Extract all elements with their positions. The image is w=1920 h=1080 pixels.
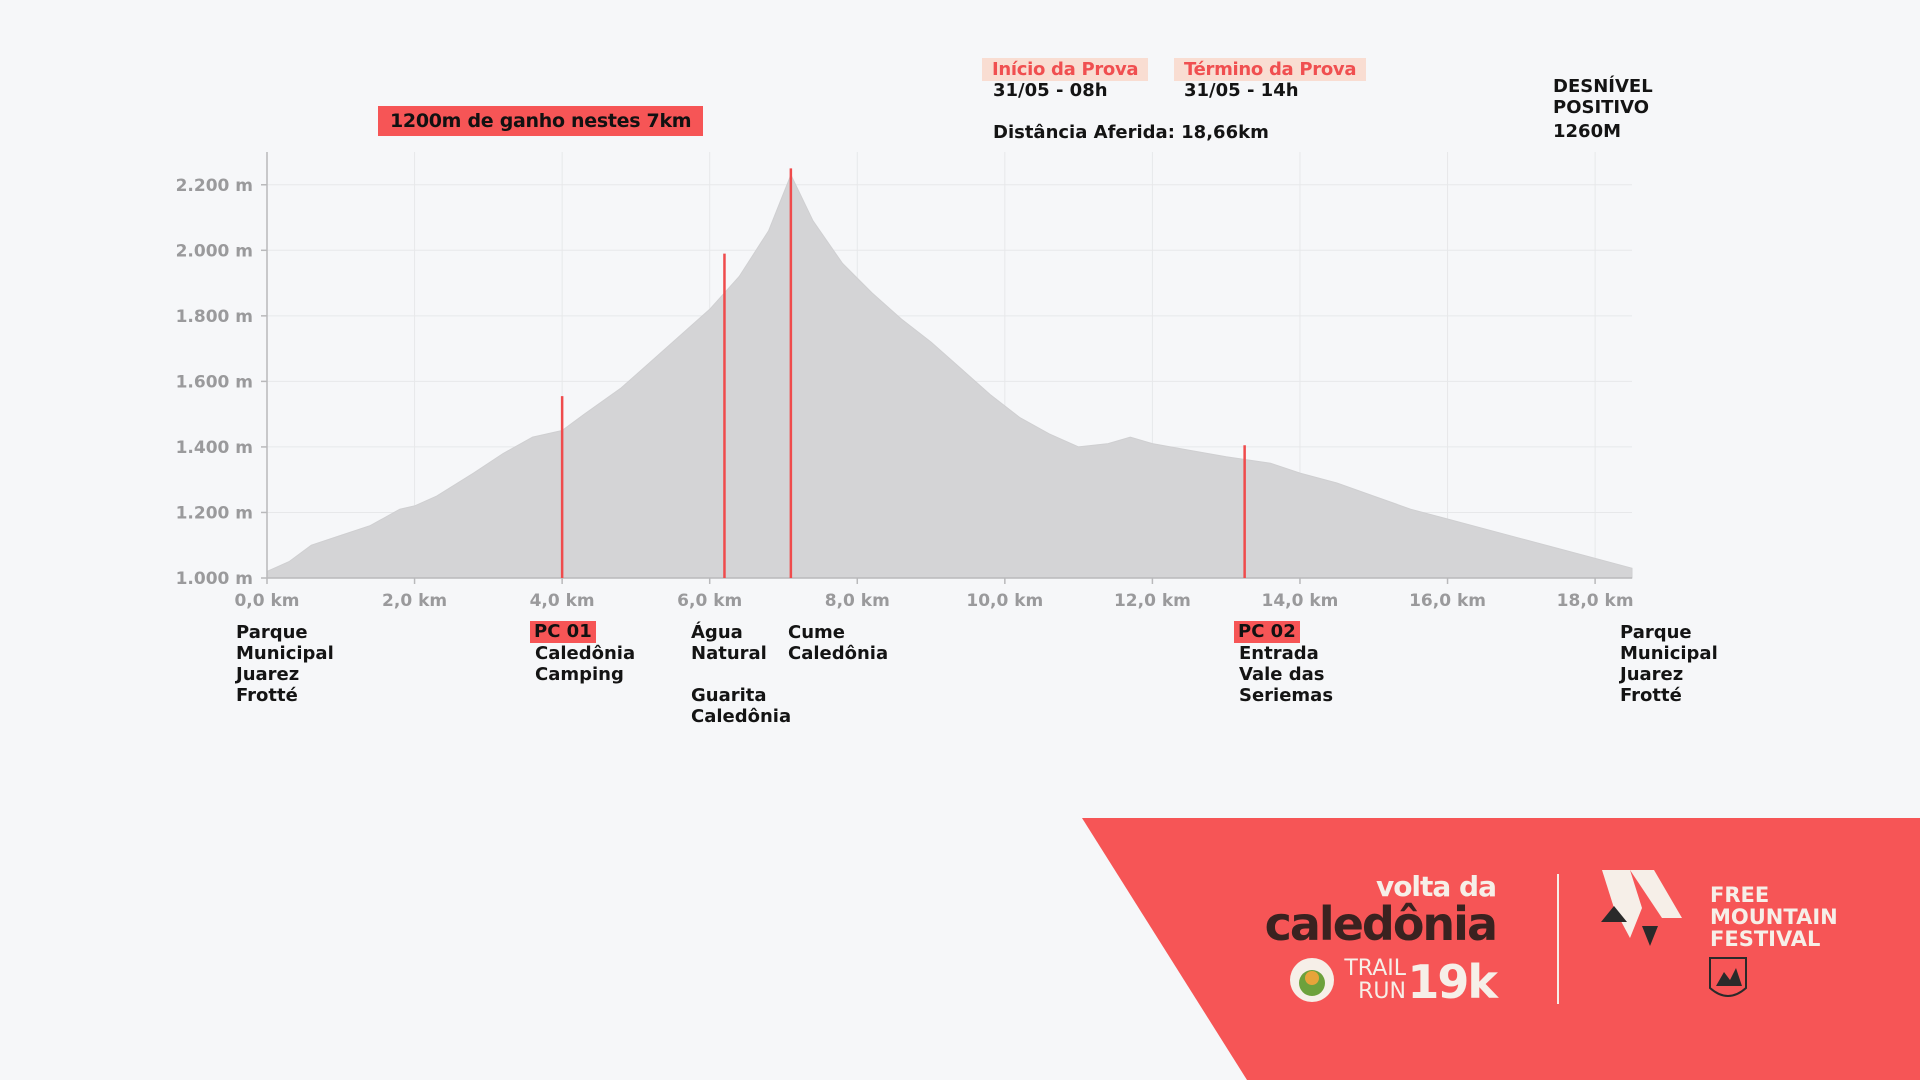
pc02-tag: PC 02 [1234, 621, 1300, 643]
chart-axes [266, 152, 1632, 579]
festival-line1: FREE [1710, 883, 1769, 907]
x-tick-label: 16,0 km [1409, 591, 1486, 611]
elevation-label-1: DESNÍVEL [1553, 76, 1653, 97]
y-tick-labels: 1.000 m 1.200 m 1.400 m 1.600 m 1.800 m 2.000… [176, 176, 267, 589]
festival-line3: FESTIVAL [1710, 927, 1820, 951]
y-tick-label: 1.600 m [176, 372, 253, 392]
checkpoint-cume: Cume Caledônia [788, 622, 889, 664]
x-tick-label: 18,0 km [1557, 591, 1634, 611]
x-tick-label: 0,0 km [234, 591, 299, 611]
checkpoint-pc02: PC 02 Entrada Vale das Seriemas [1234, 621, 1333, 706]
elevation-value: 1260M [1553, 121, 1622, 142]
y-tick-label: 2.000 m [176, 241, 253, 261]
x-tick-label: 14,0 km [1262, 591, 1339, 611]
branding-banner: volta da caledônia TRAIL RUN 19k FREE MO… [1082, 818, 1920, 1080]
y-tick-label: 1.000 m [176, 569, 253, 589]
x-tick-label: 10,0 km [966, 591, 1043, 611]
x-tick-labels: 0,0 km 2,0 km 4,0 km 6,0 km 8,0 km 10,0 km 12,… [234, 578, 1634, 611]
checkpoint-agua: Água Natural [691, 622, 767, 664]
pc02-name: Entrada Vale das Seriemas [1239, 643, 1334, 706]
x-tick-label: 12,0 km [1114, 591, 1191, 611]
checkpoint-guarita: Guarita Caledônia [691, 685, 792, 727]
chart-markers [560, 168, 1246, 578]
elevation-chart: 1.000 m 1.200 m 1.400 m 1.600 m 1.800 m 2.000… [176, 152, 1634, 611]
distance-text: Distância Aferida: 18,66km [993, 122, 1269, 143]
y-tick-label: 1.800 m [176, 307, 253, 327]
gain-banner: 1200m de ganho nestes 7km [378, 106, 704, 136]
start-value: 31/05 - 08h [993, 80, 1108, 101]
end-label: Término da Prova [1174, 58, 1367, 81]
x-tick-label: 4,0 km [530, 591, 595, 611]
checkpoint-start: Parque Municipal Juarez Frotté [236, 622, 334, 706]
trail-text: TRAIL [1343, 956, 1406, 981]
elevation-profile-area [266, 173, 1633, 579]
y-tick-label: 2.200 m [176, 176, 253, 196]
event-line2: caledônia [1265, 897, 1496, 951]
checkpoint-pc01: PC 01 Caledônia Camping [530, 621, 635, 685]
y-tick-label: 1.200 m [176, 503, 253, 523]
x-tick-label: 2,0 km [382, 591, 447, 611]
checkpoint-finish: Parque Municipal Juarez Frotté [1620, 622, 1718, 706]
mountain-logo-icon [1601, 870, 1682, 946]
end-value: 31/05 - 14h [1184, 80, 1299, 101]
y-tick-label: 1.400 m [176, 438, 253, 458]
pc01-tag: PC 01 [530, 621, 596, 643]
run-text: RUN [1358, 979, 1406, 1004]
banner-shape [1082, 818, 1920, 1080]
pc01-name: Caledônia Camping [535, 643, 636, 685]
distance-19k: 19k [1407, 955, 1499, 1009]
event-line1: volta da [1376, 870, 1496, 903]
crest-icon [1709, 957, 1747, 997]
elevation-block: DESNÍVEL POSITIVO 1260M [1553, 76, 1653, 142]
x-tick-label: 8,0 km [825, 591, 890, 611]
x-tick-label: 6,0 km [677, 591, 742, 611]
elevation-label-2: POSITIVO [1553, 97, 1650, 118]
start-label: Início da Prova [982, 58, 1149, 81]
festival-line2: MOUNTAIN [1710, 905, 1838, 929]
